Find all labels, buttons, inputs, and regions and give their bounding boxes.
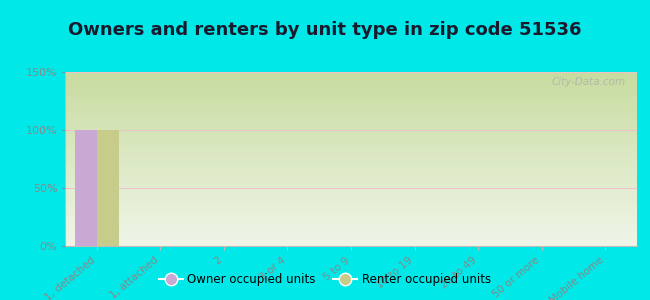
Text: City-Data.com: City-Data.com — [551, 77, 625, 87]
Text: Owners and renters by unit type in zip code 51536: Owners and renters by unit type in zip c… — [68, 21, 582, 39]
Bar — [75, 130, 97, 246]
Legend: Owner occupied units, Renter occupied units: Owner occupied units, Renter occupied un… — [154, 269, 496, 291]
Bar — [97, 130, 119, 246]
